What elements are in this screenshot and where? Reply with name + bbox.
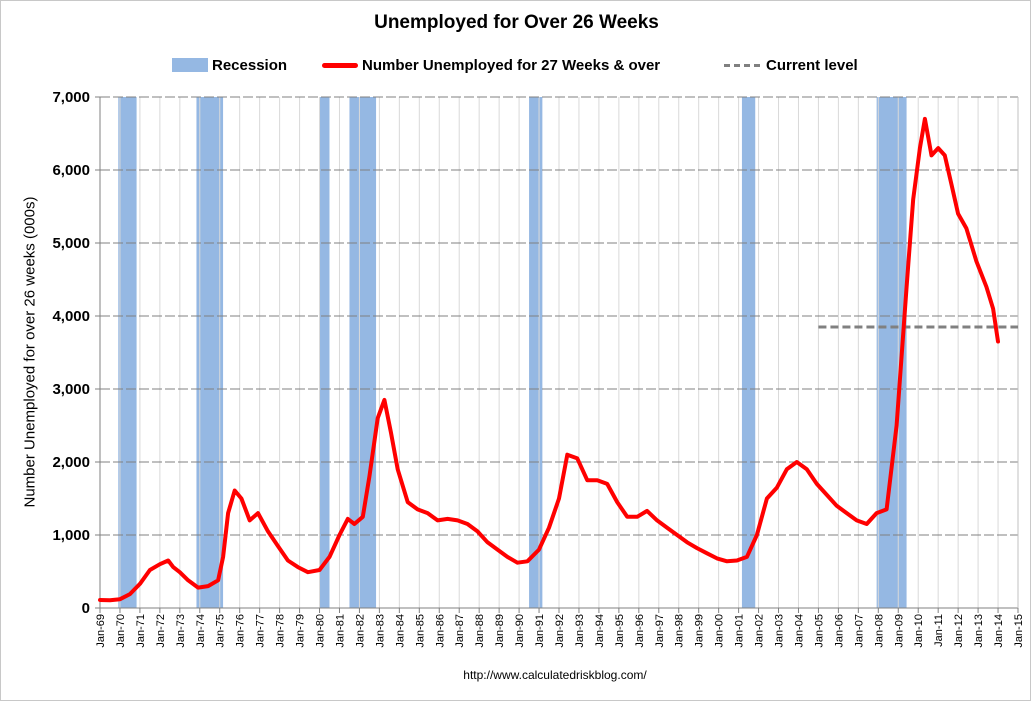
x-tick-label-18: Jan-87 xyxy=(454,614,466,648)
x-tick-label-29: Jan-98 xyxy=(674,614,686,648)
x-tick-label-25: Jan-94 xyxy=(594,614,606,648)
recession-band-0 xyxy=(118,97,137,608)
x-tick-label-42: Jan-11 xyxy=(933,614,945,647)
y-tick-labels: 0 1,000 2,000 3,000 4,000 5,000 6,000 7,000 xyxy=(52,89,100,617)
x-tick-label-37: Jan-06 xyxy=(833,614,845,648)
x-tick-label-9: Jan-78 xyxy=(275,614,287,648)
x-tick-label-44: Jan-13 xyxy=(973,614,985,648)
x-tick-label-2: Jan-71 xyxy=(135,614,147,648)
chart-legend: Recession Number Unemployed for 27 Weeks… xyxy=(0,54,1033,76)
legend-item-recession: Recession xyxy=(172,54,287,76)
legend-swatch-series xyxy=(322,62,358,68)
x-tick-label-39: Jan-08 xyxy=(873,614,885,648)
legend-swatch-recession xyxy=(172,58,208,72)
x-tick-label-12: Jan-81 xyxy=(334,614,346,648)
x-tick-labels: Jan-69 Jan-70 Jan-71 Jan-72 Jan-73 Jan-74 Jan-… xyxy=(95,608,1025,648)
x-tick-label-33: Jan-02 xyxy=(754,614,766,648)
x-tick-label-21: Jan-90 xyxy=(514,614,526,648)
x-tick-label-17: Jan-86 xyxy=(434,614,446,648)
y-tick-label-7: 7,000 xyxy=(52,89,90,106)
x-tick-label-41: Jan-10 xyxy=(913,614,925,648)
y-tick-label-5: 5,000 xyxy=(52,235,90,252)
source-url: http://www.calculatedriskblog.com/ xyxy=(463,668,647,682)
horizontal-gridlines xyxy=(100,96,1018,536)
series-line-0 xyxy=(98,116,1000,603)
x-tick-label-0: Jan-69 xyxy=(95,614,107,648)
legend-label-series: Number Unemployed for 27 Weeks & over xyxy=(362,56,661,74)
x-tick-label-7: Jan-76 xyxy=(235,614,247,648)
x-tick-label-32: Jan-01 xyxy=(734,614,746,648)
legend-item-series: Number Unemployed for 27 Weeks & over xyxy=(322,54,660,76)
x-tick-label-15: Jan-84 xyxy=(394,614,406,648)
x-tick-label-5: Jan-74 xyxy=(195,614,207,648)
x-tick-label-26: Jan-95 xyxy=(614,614,626,648)
x-tick-label-16: Jan-85 xyxy=(414,614,426,648)
x-tick-label-38: Jan-07 xyxy=(853,614,865,648)
y-axis-label: Number Unemployed for over 26 weeks (000… xyxy=(21,196,39,508)
legend-label-current: Current level xyxy=(766,56,858,74)
x-tick-label-28: Jan-97 xyxy=(654,614,666,648)
y-tick-label-1: 1,000 xyxy=(52,527,90,544)
x-tick-label-8: Jan-77 xyxy=(255,614,267,648)
x-tick-label-30: Jan-99 xyxy=(694,614,706,648)
x-tick-label-24: Jan-93 xyxy=(574,614,586,648)
recession-band-4 xyxy=(529,97,543,608)
y-tick-label-6: 6,000 xyxy=(52,162,90,179)
x-tick-label-11: Jan-80 xyxy=(315,614,327,648)
y-tick-label-0: 0 xyxy=(82,600,90,617)
y-tick-label-2: 2,000 xyxy=(52,454,90,471)
legend-item-current: Current level xyxy=(724,54,858,76)
recession-band-2 xyxy=(319,97,330,608)
x-tick-label-34: Jan-03 xyxy=(774,614,786,648)
x-tick-label-19: Jan-88 xyxy=(474,614,486,648)
x-tick-label-46: Jan-15 xyxy=(1013,614,1025,648)
x-tick-label-36: Jan-05 xyxy=(813,614,825,648)
series-lines xyxy=(98,116,1000,603)
y-tick-label-4: 4,000 xyxy=(52,308,90,325)
x-tick-label-22: Jan-91 xyxy=(534,614,546,648)
x-tick-label-13: Jan-82 xyxy=(354,614,366,648)
x-tick-label-27: Jan-96 xyxy=(634,614,646,648)
x-tick-label-35: Jan-04 xyxy=(793,614,805,648)
legend-swatch-current xyxy=(724,63,760,67)
y-tick-label-3: 3,000 xyxy=(52,381,90,398)
x-tick-label-10: Jan-79 xyxy=(295,614,307,648)
recession-band-3 xyxy=(349,97,377,608)
x-tick-label-1: Jan-70 xyxy=(115,614,127,648)
legend-label-recession: Recession xyxy=(212,56,288,74)
x-tick-label-31: Jan-00 xyxy=(714,614,726,648)
chart-title: Unemployed for Over 26 Weeks xyxy=(374,12,659,33)
x-tick-label-23: Jan-92 xyxy=(554,614,566,648)
x-tick-label-20: Jan-89 xyxy=(494,614,506,648)
x-tick-label-4: Jan-73 xyxy=(175,614,187,648)
x-tick-label-45: Jan-14 xyxy=(993,614,1005,648)
recession-band-5 xyxy=(741,97,756,608)
recession-band-1 xyxy=(196,97,224,608)
x-tick-label-6: Jan-75 xyxy=(215,614,227,648)
x-tick-label-14: Jan-83 xyxy=(374,614,386,648)
x-tick-label-43: Jan-12 xyxy=(953,614,965,648)
x-tick-label-3: Jan-72 xyxy=(155,614,167,648)
x-tick-label-40: Jan-09 xyxy=(893,614,905,648)
